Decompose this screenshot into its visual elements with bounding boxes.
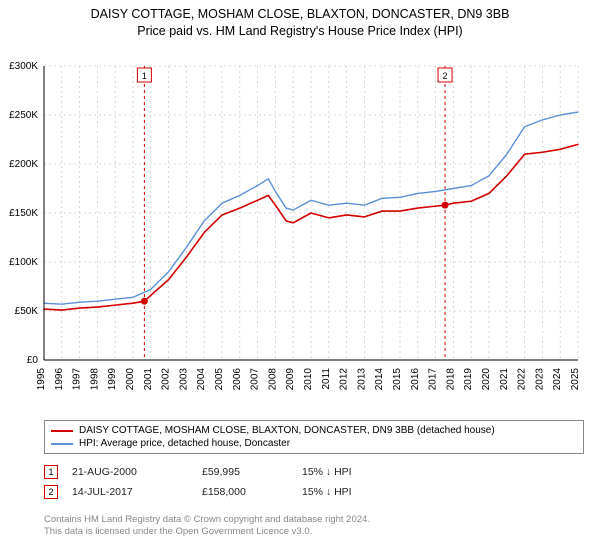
svg-text:1995: 1995 xyxy=(36,368,47,391)
svg-text:2023: 2023 xyxy=(534,368,545,391)
svg-text:2010: 2010 xyxy=(303,368,314,391)
svg-text:1999: 1999 xyxy=(107,368,118,391)
svg-text:£200K: £200K xyxy=(9,159,38,170)
svg-text:2007: 2007 xyxy=(250,368,261,391)
transaction-date: 21-AUG-2000 xyxy=(72,466,202,478)
svg-text:1996: 1996 xyxy=(54,368,65,391)
transaction-delta: 15% ↓ HPI xyxy=(302,486,402,498)
chart-plot-area: £0£50K£100K£150K£200K£250K£300K199519961… xyxy=(44,48,584,408)
legend-swatch xyxy=(51,443,73,445)
svg-text:2006: 2006 xyxy=(232,368,243,391)
svg-text:2009: 2009 xyxy=(285,368,296,391)
transaction-date: 14-JUL-2017 xyxy=(72,486,202,498)
legend-item: DAISY COTTAGE, MOSHAM CLOSE, BLAXTON, DO… xyxy=(51,424,577,437)
svg-text:2012: 2012 xyxy=(339,368,350,391)
svg-text:2003: 2003 xyxy=(178,368,189,391)
svg-text:1998: 1998 xyxy=(89,368,100,391)
svg-text:£250K: £250K xyxy=(9,110,38,121)
svg-text:2021: 2021 xyxy=(499,368,510,391)
transaction-row: 1 21-AUG-2000£59,99515% ↓ HPI xyxy=(44,462,584,482)
svg-text:2002: 2002 xyxy=(161,368,172,391)
svg-text:2020: 2020 xyxy=(481,368,492,391)
transaction-price: £158,000 xyxy=(202,486,302,498)
svg-text:2: 2 xyxy=(443,71,448,81)
svg-text:2019: 2019 xyxy=(463,368,474,391)
footer-attribution: Contains HM Land Registry data © Crown c… xyxy=(44,514,584,539)
transaction-marker: 2 xyxy=(44,485,58,499)
svg-text:2011: 2011 xyxy=(321,368,332,390)
footer-line-1: Contains HM Land Registry data © Crown c… xyxy=(44,514,584,526)
legend-label: DAISY COTTAGE, MOSHAM CLOSE, BLAXTON, DO… xyxy=(79,425,495,436)
svg-text:2022: 2022 xyxy=(517,368,528,391)
svg-text:2004: 2004 xyxy=(196,368,207,391)
svg-text:2024: 2024 xyxy=(552,368,563,391)
title-line-1: DAISY COTTAGE, MOSHAM CLOSE, BLAXTON, DO… xyxy=(0,6,600,23)
svg-text:2001: 2001 xyxy=(143,368,154,391)
svg-text:£300K: £300K xyxy=(9,61,38,72)
footer-line-2: This data is licensed under the Open Gov… xyxy=(44,526,584,538)
svg-text:2025: 2025 xyxy=(570,368,581,391)
svg-text:2000: 2000 xyxy=(125,368,136,391)
transaction-row: 2 14-JUL-2017£158,00015% ↓ HPI xyxy=(44,482,584,502)
svg-text:2018: 2018 xyxy=(445,368,456,391)
chart-container: DAISY COTTAGE, MOSHAM CLOSE, BLAXTON, DO… xyxy=(0,0,600,560)
transaction-marker: 1 xyxy=(44,465,58,479)
title-line-2: Price paid vs. HM Land Registry's House … xyxy=(0,23,600,40)
legend: DAISY COTTAGE, MOSHAM CLOSE, BLAXTON, DO… xyxy=(44,420,584,454)
svg-text:1: 1 xyxy=(142,71,147,81)
svg-text:2014: 2014 xyxy=(374,368,385,391)
legend-label: HPI: Average price, detached house, Donc… xyxy=(79,438,290,449)
svg-text:2005: 2005 xyxy=(214,368,225,391)
transaction-table: 1 21-AUG-2000£59,99515% ↓ HPI 2 14-JUL-2017… xyxy=(44,462,584,502)
svg-text:£150K: £150K xyxy=(9,208,38,219)
title-block: DAISY COTTAGE, MOSHAM CLOSE, BLAXTON, DO… xyxy=(0,0,600,40)
transaction-delta: 15% ↓ HPI xyxy=(302,466,402,478)
legend-item: HPI: Average price, detached house, Donc… xyxy=(51,437,577,450)
svg-text:2016: 2016 xyxy=(410,368,421,391)
svg-text:£100K: £100K xyxy=(9,257,38,268)
svg-text:1997: 1997 xyxy=(72,368,83,391)
chart-svg: £0£50K£100K£150K£200K£250K£300K199519961… xyxy=(44,48,584,408)
svg-text:2015: 2015 xyxy=(392,368,403,391)
svg-text:2017: 2017 xyxy=(428,368,439,391)
transaction-price: £59,995 xyxy=(202,466,302,478)
svg-text:£50K: £50K xyxy=(15,306,39,317)
svg-text:2013: 2013 xyxy=(356,368,367,391)
svg-text:£0: £0 xyxy=(27,355,39,366)
svg-text:2008: 2008 xyxy=(267,368,278,391)
legend-swatch xyxy=(51,430,73,432)
